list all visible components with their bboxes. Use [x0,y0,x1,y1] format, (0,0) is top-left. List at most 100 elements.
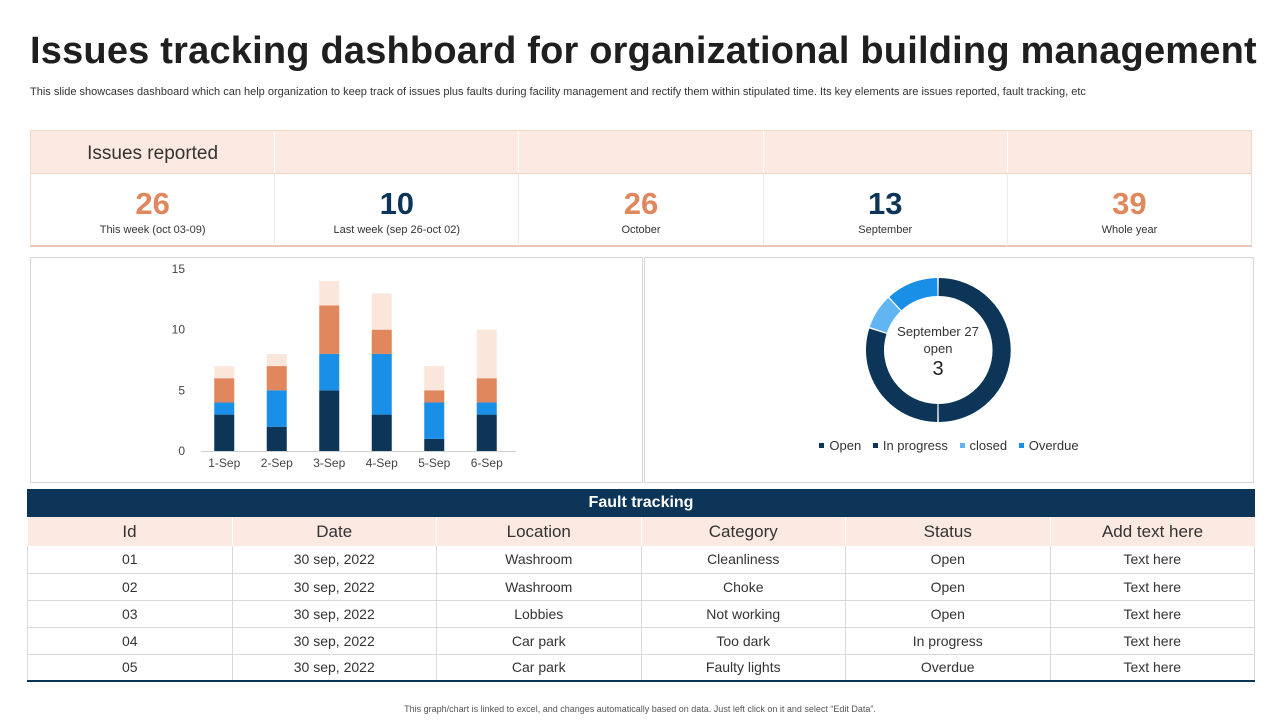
page-subtitle: This slide showcases dashboard which can… [30,86,1086,98]
bar-segment[interactable] [371,293,392,330]
bar-segment[interactable] [266,426,287,451]
kpi-september: 13 September [764,174,1008,246]
table-title: Fault tracking [27,489,1255,517]
bar-segment[interactable] [319,390,340,451]
table-cell: 02 [27,573,233,601]
table-row: 04 30 sep, 2022 Car park Too dark In pro… [27,627,1255,655]
column-header: Location [436,517,642,546]
table-cell: 30 sep, 2022 [232,654,437,682]
table-cell: 03 [27,600,233,628]
fault-tracking-table: Fault tracking Id Date Location Category… [27,489,1255,682]
bar-segment[interactable] [319,305,340,354]
table-cell: Car park [436,654,642,682]
bar-segment[interactable] [266,390,287,427]
table-cell: 30 sep, 2022 [232,546,437,574]
bar-chart-panel[interactable]: 0 5 10 15 1-Sep 2-Sep 3-Sep 4-Sep 5-Sep 6-Sep [30,257,643,483]
table-row: 05 30 sep, 2022 Car park Faulty lights O… [27,654,1255,682]
table-cell: Text here [1050,546,1255,574]
table-cell: 30 sep, 2022 [232,627,437,655]
table-cell: Choke [641,573,846,601]
donut-center-date: September 27 [897,324,979,339]
legend-swatch [1018,443,1024,449]
table-cell: 01 [27,546,233,574]
legend-item-open: Open [819,438,861,453]
x-tick-label: 5-Sep [418,456,450,470]
bar-segment[interactable] [266,353,287,367]
fault-table: Id Date Location Category Status Add tex… [27,517,1255,682]
bar-segment[interactable] [424,438,445,451]
table-cell: Washroom [436,546,642,574]
column-header: Category [641,517,846,546]
donut-slice[interactable] [869,298,901,333]
legend-swatch [819,443,825,449]
footer-note: This graph/chart is linked to excel, and… [404,704,876,714]
kpi-caption: October [621,224,661,236]
kpi-caption: Whole year [1101,224,1158,236]
kpi-whole-year: 39 Whole year [1008,174,1251,246]
kpi-october: 26 October [519,174,764,246]
donut-chart-panel[interactable]: September 27 open 3 Open In progress clo… [644,257,1254,483]
donut-slice[interactable] [938,278,1011,422]
kpi-value: 26 [135,186,170,221]
kpi-caption: This week (oct 03-09) [99,224,206,236]
bar-segment[interactable] [214,378,235,403]
stacked-bar-chart[interactable]: 0 5 10 15 1-Sep 2-Sep 3-Sep 4-Sep 5-Sep 6-Sep [31,258,642,482]
bar-segment[interactable] [214,366,235,379]
table-row: 01 30 sep, 2022 Washroom Cleanliness Ope… [27,546,1255,574]
kpi-value: 39 [1112,186,1147,221]
bar-segment[interactable] [266,366,287,391]
table-cell: Faulty lights [641,654,846,682]
bar-segment[interactable] [319,353,340,391]
y-tick-label: 5 [178,383,185,397]
bar-segment[interactable] [214,402,235,415]
bar-segment[interactable] [424,390,445,403]
bar-segment[interactable] [424,402,445,439]
bar-segment[interactable] [476,329,497,379]
table-cell: 30 sep, 2022 [232,600,437,628]
legend-item-overdue: Overdue [1018,438,1079,453]
legend-swatch [872,443,878,449]
y-tick-label: 10 [172,323,186,337]
kpi-last-week: 10 Last week (sep 26-oct 02) [275,174,520,246]
donut-chart[interactable] [645,258,1253,482]
table-cell: Open [845,573,1051,601]
table-cell: Cleanliness [641,546,846,574]
legend-label: closed [969,438,1008,453]
x-tick-label: 2-Sep [261,456,293,470]
donut-slice[interactable] [865,328,938,422]
x-tick-label: 6-Sep [471,456,503,470]
y-tick-label: 15 [172,262,186,276]
table-row: 02 30 sep, 2022 Washroom Choke Open Text… [27,573,1255,601]
legend-label: In progress [882,438,948,453]
table-cell: Overdue [845,654,1051,682]
donut-center-status: open [923,341,953,356]
kpi-value: 10 [379,186,415,221]
x-tick-label: 3-Sep [313,456,345,470]
bar-segment[interactable] [319,281,340,306]
bar-segment[interactable] [371,414,392,451]
table-cell: Lobbies [436,600,642,628]
donut-legend: Open In progress closed Overdue [645,438,1253,453]
bar-segment[interactable] [371,353,392,415]
y-tick-label: 0 [178,444,185,458]
bar-segment[interactable] [476,414,497,451]
bar-segment[interactable] [476,402,497,415]
table-cell: Open [845,546,1051,574]
bar-segment[interactable] [371,329,392,354]
table-cell: Too dark [641,627,846,655]
table-cell: Open [845,600,1051,628]
bar-segment[interactable] [476,378,497,403]
table-header-row: Id Date Location Category Status Add tex… [27,517,1255,546]
table-cell: Washroom [436,573,642,601]
donut-center-count: 3 [932,358,944,380]
legend-label: Open [829,438,862,453]
table-cell: Text here [1050,654,1255,682]
table-cell: 04 [27,627,233,655]
page-title: Issues tracking dashboard for organizati… [30,30,1257,72]
bar-segment[interactable] [214,414,235,451]
bar-segment[interactable] [424,366,445,391]
kpi-this-week: 26 This week (oct 03-09) [31,174,276,246]
x-tick-label: 4-Sep [366,456,398,470]
column-header: Status [845,517,1051,546]
donut-slice[interactable] [889,278,938,311]
